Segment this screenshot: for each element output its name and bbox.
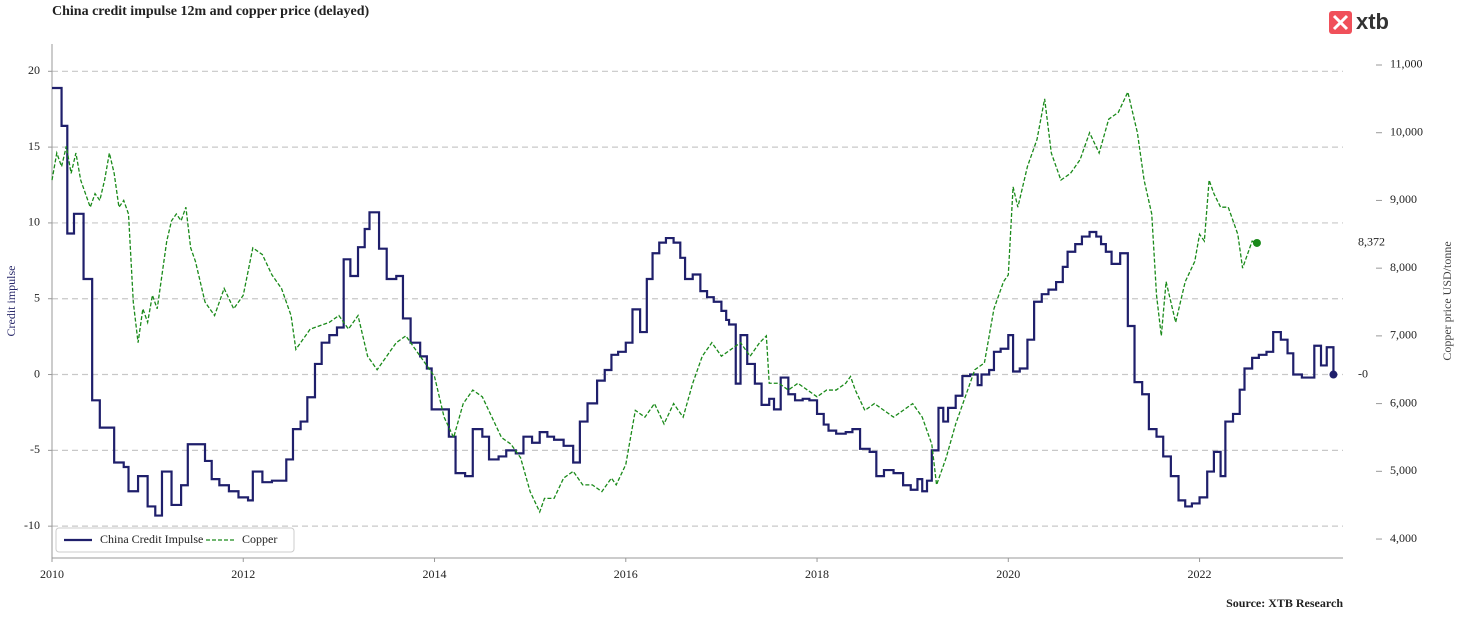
logo-mark <box>1332 14 1349 31</box>
series-line <box>51 90 1258 514</box>
y-axis-label: Credit impulse <box>4 266 18 337</box>
legend-box <box>55 527 295 553</box>
y2-tick-label: 11,000 <box>1390 57 1423 71</box>
y2-tick-label: 5,000 <box>1390 463 1417 477</box>
x-tick-label: 2012 <box>231 567 255 581</box>
source: Source: XTB Research <box>1226 596 1343 610</box>
x-tick-label: 2010 <box>40 567 64 581</box>
legend-label: Copper <box>242 532 277 546</box>
legend: China Credit Impulse Copper <box>55 527 295 553</box>
y-tick-label: 10 <box>28 215 40 229</box>
y-tick-label: 0 <box>34 366 40 380</box>
y2-tick-label: 7,000 <box>1390 328 1417 342</box>
end-marker <box>1329 370 1338 379</box>
logo: xtb <box>1356 9 1389 34</box>
x-tick-label: 2022 <box>1188 567 1212 581</box>
annotation: 8,372 <box>1358 235 1385 249</box>
end-marker <box>1252 238 1261 247</box>
x-tick-label: 2018 <box>805 567 829 581</box>
chart-title: China credit impulse 12m and copper pric… <box>52 4 370 19</box>
y2-tick-label: 4,000 <box>1390 531 1417 545</box>
y2-tick-label: 8,000 <box>1390 260 1417 274</box>
y-tick-label: -5 <box>30 442 40 456</box>
y-tick-label: 5 <box>34 290 40 304</box>
y-tick-label: 20 <box>28 63 40 77</box>
series-line <box>52 86 1335 517</box>
legend-label: China Credit Impulse <box>100 532 203 546</box>
y2-axis-label: Copper price USD/tonne <box>1440 241 1454 360</box>
y-tick-label: 15 <box>28 139 40 153</box>
y2-tick-label: 10,000 <box>1390 124 1423 138</box>
x-tick-label: 2016 <box>614 567 638 581</box>
annotation: -0 <box>1358 366 1368 380</box>
y2-tick-label: 6,000 <box>1390 395 1417 409</box>
y-tick-label: -10 <box>24 518 40 532</box>
x-tick-label: 2020 <box>996 567 1020 581</box>
y2-tick-label: 9,000 <box>1390 192 1417 206</box>
x-tick-label: 2014 <box>423 567 447 581</box>
